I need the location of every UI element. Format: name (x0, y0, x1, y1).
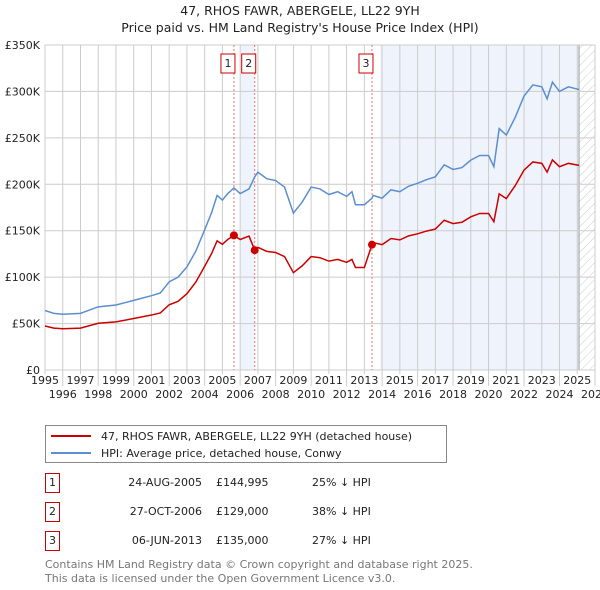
sale-number-badge: 3 (45, 531, 60, 551)
property-line (44, 158, 580, 330)
sale-label: 3 (362, 57, 369, 70)
footer-licence: This data is licensed under the Open Gov… (45, 572, 396, 585)
sale-point (250, 246, 259, 255)
sale-price: £135,000 (216, 534, 269, 547)
sale-number-badge: 2 (45, 502, 60, 522)
sale-hpi-diff: 27% ↓ HPI (312, 534, 371, 547)
plot-border (44, 44, 596, 371)
x-tick-label: 2022 (510, 388, 538, 401)
y-tick-label: £0 (26, 364, 40, 377)
x-tick-label: 1999 (102, 374, 130, 387)
y-tick-label: £100K (5, 271, 41, 284)
y-tick-label: £150K (5, 225, 41, 238)
footer-copyright: Contains HM Land Registry data © Crown c… (45, 558, 473, 571)
y-tick-label: £200K (5, 178, 41, 191)
x-tick-label: 2019 (457, 374, 485, 387)
sale-price: £144,995 (216, 476, 269, 489)
sale-hpi-diff: 25% ↓ HPI (312, 476, 371, 489)
x-tick-label: 1998 (84, 388, 112, 401)
x-tick-label: 2015 (386, 374, 414, 387)
x-tick-label: 2006 (226, 388, 254, 401)
sale-label: 1 (224, 57, 231, 70)
x-tick-label: 2025 (563, 374, 591, 387)
x-tick-label: 2016 (404, 388, 432, 401)
legend-item-hpi: HPI: Average price, detached house, Conw… (51, 445, 342, 461)
y-tick-label: £300K (5, 85, 41, 98)
x-tick-label: 2009 (279, 374, 307, 387)
sale-date: 27-OCT-2006 (129, 505, 202, 518)
x-tick-label: 2012 (333, 388, 361, 401)
sale-point (367, 240, 376, 249)
shaded-period-2 (379, 45, 580, 370)
chart-subtitle: Price paid vs. HM Land Registry's House … (121, 20, 479, 35)
y-tick-label: £250K (5, 132, 41, 145)
x-tick-label: 2023 (528, 374, 556, 387)
x-tick-label: 1997 (66, 374, 94, 387)
x-tick-label: 2005 (208, 374, 236, 387)
x-tick-label: 2004 (191, 388, 219, 401)
legend-item-property: 47, RHOS FAWR, ABERGELE, LL22 9YH (detac… (51, 428, 412, 444)
sale-row: 1 24-AUG-2005 £144,995 25% ↓ HPI (45, 473, 445, 493)
sale-row: 2 27-OCT-2006 £129,000 38% ↓ HPI (45, 502, 445, 522)
x-tick-label: 2026 (581, 388, 600, 401)
legend-swatch-hpi (51, 452, 91, 454)
x-tick-label: 2007 (244, 374, 272, 387)
x-tick-label: 2013 (350, 374, 378, 387)
x-tick-label: 2001 (137, 374, 165, 387)
shaded-period-1 (240, 45, 255, 370)
x-tick-label: 2024 (546, 388, 574, 401)
forecast-hatch (579, 45, 595, 370)
x-tick-label: 2008 (262, 388, 290, 401)
sale-date: 06-JUN-2013 (131, 534, 202, 547)
x-tick-label: 2003 (173, 374, 201, 387)
chart-title: 47, RHOS FAWR, ABERGELE, LL22 9YH (180, 3, 420, 18)
x-tick-label: 1995 (31, 374, 59, 387)
x-tick-label: 2021 (492, 374, 520, 387)
y-tick-label: £350K (5, 39, 41, 52)
x-tick-label: 1996 (49, 388, 77, 401)
sale-label: 2 (245, 57, 252, 70)
sale-price: £129,000 (216, 505, 269, 518)
x-tick-label: 2000 (120, 388, 148, 401)
legend-label-property: 47, RHOS FAWR, ABERGELE, LL22 9YH (detac… (101, 429, 413, 443)
x-tick-label: 2002 (155, 388, 183, 401)
sale-number-badge: 1 (45, 473, 60, 493)
sale-label-box (358, 53, 374, 74)
legend-swatch-property (51, 435, 91, 437)
x-tick-label: 2011 (315, 374, 343, 387)
legend-label-hpi: HPI: Average price, detached house, Conw… (101, 446, 342, 460)
sale-row: 3 06-JUN-2013 £135,000 27% ↓ HPI (45, 531, 445, 551)
hpi-line (44, 80, 580, 316)
legend: 47, RHOS FAWR, ABERGELE, LL22 9YH (detac… (45, 425, 447, 463)
y-tick-label: £50K (12, 318, 41, 331)
sale-date: 24-AUG-2005 (128, 476, 202, 489)
sale-label-box (241, 53, 257, 74)
x-tick-label: 2014 (368, 388, 396, 401)
x-tick-label: 2017 (421, 374, 449, 387)
price-chart: 1995199619971998199920002001200220032004… (5, 39, 600, 401)
sale-point (229, 231, 238, 240)
x-tick-label: 2020 (475, 388, 503, 401)
x-tick-label: 2010 (297, 388, 325, 401)
x-tick-label: 2018 (439, 388, 467, 401)
sale-hpi-diff: 38% ↓ HPI (312, 505, 371, 518)
sale-label-box (220, 53, 236, 74)
